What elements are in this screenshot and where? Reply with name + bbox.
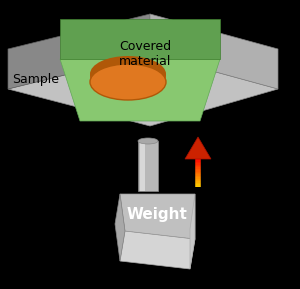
Text: Covered
material: Covered material	[119, 40, 171, 68]
Polygon shape	[60, 19, 220, 59]
Text: Sample: Sample	[12, 73, 59, 86]
Polygon shape	[115, 194, 125, 261]
Ellipse shape	[138, 138, 158, 144]
Polygon shape	[8, 54, 278, 126]
Ellipse shape	[90, 64, 166, 100]
Polygon shape	[60, 59, 220, 121]
Polygon shape	[8, 14, 150, 89]
FancyArrow shape	[185, 137, 211, 159]
Polygon shape	[140, 141, 145, 191]
Text: Weight: Weight	[127, 207, 188, 221]
Ellipse shape	[90, 56, 166, 92]
Polygon shape	[90, 74, 166, 82]
Polygon shape	[120, 194, 195, 239]
Polygon shape	[190, 194, 195, 269]
Polygon shape	[120, 231, 195, 269]
Polygon shape	[138, 141, 158, 191]
Polygon shape	[150, 14, 278, 89]
